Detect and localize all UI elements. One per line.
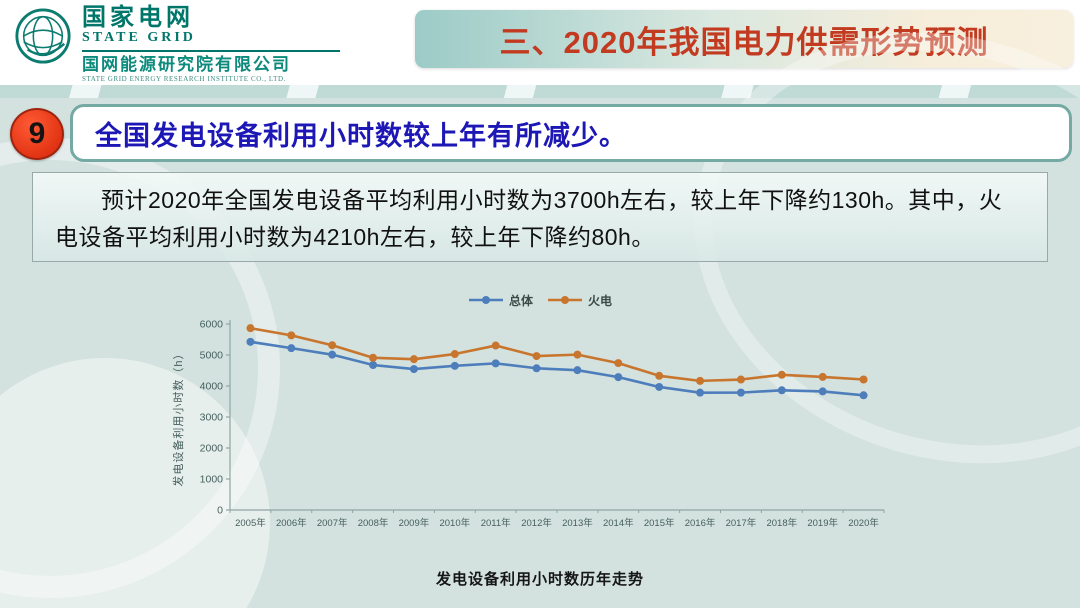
state-grid-logo-block: 国家电网 STATE GRID 国网能源研究院有限公司 STATE GRID E… bbox=[14, 5, 340, 83]
legend-label-total: 总体 bbox=[508, 293, 533, 308]
svg-text:2019年: 2019年 bbox=[807, 517, 838, 529]
svg-text:2010年: 2010年 bbox=[439, 517, 470, 529]
svg-text:2007年: 2007年 bbox=[317, 517, 348, 529]
brand-name-en: STATE GRID bbox=[82, 30, 196, 46]
svg-text:2008年: 2008年 bbox=[358, 517, 389, 529]
decorative-stripe-band bbox=[0, 85, 1080, 98]
svg-text:2020年: 2020年 bbox=[848, 517, 879, 529]
legend-item-total: 总体 bbox=[468, 292, 533, 309]
brand-name-cn: 国家电网 bbox=[82, 4, 194, 31]
brand-lines: 国家电网 STATE GRID 国网能源研究院有限公司 STATE GRID E… bbox=[82, 5, 340, 83]
svg-text:2005年: 2005年 bbox=[235, 517, 266, 529]
svg-text:2018年: 2018年 bbox=[766, 517, 797, 529]
chart-caption: 发电设备利用小时数历年走势 bbox=[435, 571, 644, 588]
top-header: 国家电网 STATE GRID 国网能源研究院有限公司 STATE GRID E… bbox=[0, 0, 1080, 85]
institute-name-cn: 国网能源研究院有限公司 bbox=[82, 55, 291, 75]
svg-text:2014年: 2014年 bbox=[603, 517, 634, 529]
state-grid-emblem-icon bbox=[15, 8, 71, 64]
svg-text:4000: 4000 bbox=[200, 381, 224, 393]
legend-swatch-thermal bbox=[548, 296, 582, 304]
chart-legend: 总体 火电 bbox=[168, 290, 912, 310]
svg-text:2013年: 2013年 bbox=[562, 517, 593, 529]
svg-text:发电设备利用小时数（h）: 发电设备利用小时数（h） bbox=[171, 347, 185, 486]
section-heading-text: 全国发电设备利用小时数较上年有所减少。 bbox=[95, 120, 627, 151]
slide-title: 三、2020年我国电力供需形势预测 bbox=[499, 24, 989, 60]
chart-plot-area: 0 1000 2000 3000 4000 5000 6000 2005年 2006年 2007年… bbox=[168, 310, 912, 562]
utilization-hours-chart: 总体 火电 0 1000 2000 3000 4000 5000 6000 2005年 2006… bbox=[168, 290, 912, 589]
brand-divider bbox=[82, 50, 340, 53]
svg-text:6000: 6000 bbox=[200, 319, 224, 331]
summary-text-box: 预计2020年全国发电设备平均利用小时数为3700h左右，较上年下降约130h。… bbox=[32, 172, 1048, 262]
svg-text:2017年: 2017年 bbox=[726, 517, 757, 529]
svg-text:1000: 1000 bbox=[200, 474, 224, 486]
section-heading-box: 全国发电设备利用小时数较上年有所减少。 bbox=[70, 104, 1072, 162]
summary-paragraph: 预计2020年全国发电设备平均利用小时数为3700h左右，较上年下降约130h。… bbox=[55, 187, 1003, 251]
svg-text:5000: 5000 bbox=[200, 350, 224, 362]
slide-title-banner: 三、2020年我国电力供需形势预测 bbox=[415, 10, 1073, 68]
svg-text:0: 0 bbox=[217, 505, 223, 517]
legend-swatch-total bbox=[468, 296, 503, 304]
legend-label-thermal: 火电 bbox=[588, 293, 613, 308]
svg-text:2012年: 2012年 bbox=[521, 517, 552, 529]
institute-name-en: STATE GRID ENERGY RESEARCH INSTITUTE CO.… bbox=[82, 74, 287, 83]
svg-text:3000: 3000 bbox=[200, 412, 224, 424]
svg-text:2006年: 2006年 bbox=[276, 517, 307, 529]
section-number-badge: 9 bbox=[10, 108, 64, 160]
legend-item-thermal: 火电 bbox=[547, 292, 612, 309]
svg-text:2015年: 2015年 bbox=[644, 517, 675, 529]
svg-text:2000: 2000 bbox=[200, 443, 224, 455]
section-number-text: 9 bbox=[28, 117, 46, 150]
svg-text:2011年: 2011年 bbox=[481, 517, 511, 529]
svg-text:2009年: 2009年 bbox=[399, 517, 430, 529]
svg-text:2016年: 2016年 bbox=[685, 517, 716, 529]
